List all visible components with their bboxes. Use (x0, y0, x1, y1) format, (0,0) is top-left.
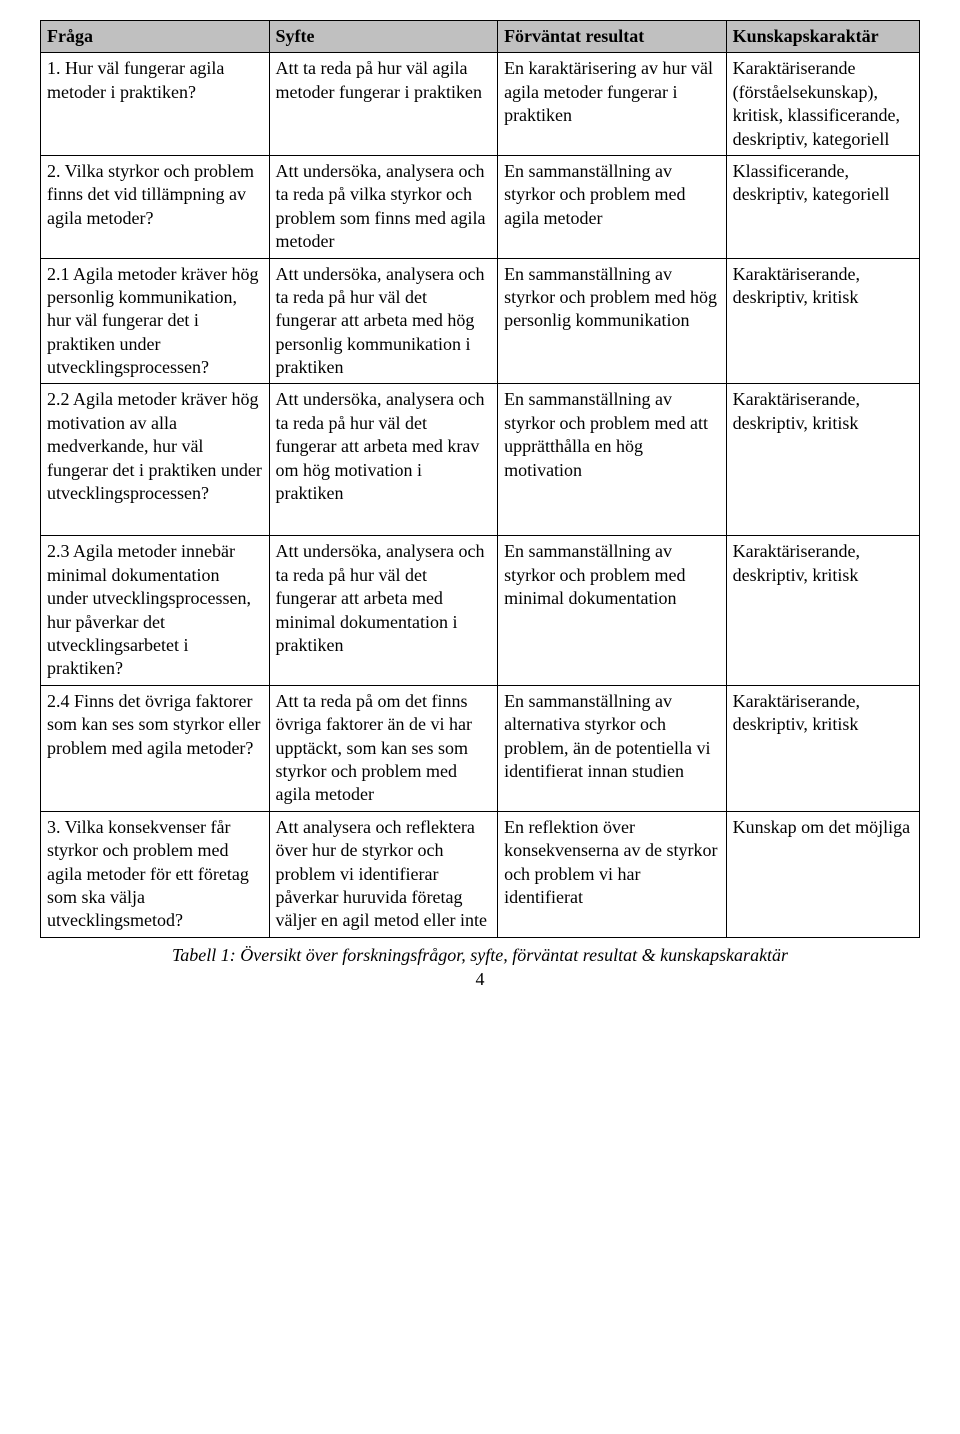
cell-resultat: En sammanställning av alternativa styrko… (498, 685, 727, 811)
cell-karaktar: Karaktäriserande, deskriptiv, kritisk (726, 685, 919, 811)
cell-resultat: En karaktärisering av hur väl agila meto… (498, 53, 727, 156)
table-row: 1. Hur väl fungerar agila metoder i prak… (41, 53, 920, 156)
cell-resultat: En reflektion över konsekvenserna av de … (498, 811, 727, 937)
cell-resultat: En sammanställning av styrkor och proble… (498, 258, 727, 384)
table-row: 2.1 Agila metoder kräver hög personlig k… (41, 258, 920, 384)
cell-resultat: En sammanställning av styrkor och proble… (498, 536, 727, 685)
cell-syfte: Att ta reda på hur väl agila metoder fun… (269, 53, 498, 156)
cell-syfte: Att ta reda på om det finns övriga fakto… (269, 685, 498, 811)
cell-fraga: 2.2 Agila metoder kräver hög motivation … (41, 384, 270, 536)
table-header-row: Fråga Syfte Förväntat resultat Kunskapsk… (41, 21, 920, 53)
column-header-syfte: Syfte (269, 21, 498, 53)
column-header-resultat: Förväntat resultat (498, 21, 727, 53)
research-table: Fråga Syfte Förväntat resultat Kunskapsk… (40, 20, 920, 938)
cell-karaktar: Karaktäriserande, deskriptiv, kritisk (726, 536, 919, 685)
cell-syfte: Att analysera och reflektera över hur de… (269, 811, 498, 937)
table-row: 2.4 Finns det övriga faktorer som kan se… (41, 685, 920, 811)
column-header-fraga: Fråga (41, 21, 270, 53)
cell-resultat: En sammanställning av styrkor och proble… (498, 384, 727, 536)
cell-syfte: Att undersöka, analysera och ta reda på … (269, 536, 498, 685)
cell-fraga: 2.3 Agila metoder innebär minimal dokume… (41, 536, 270, 685)
column-header-karaktar: Kunskapskaraktär (726, 21, 919, 53)
table-row: 2.3 Agila metoder innebär minimal dokume… (41, 536, 920, 685)
cell-karaktar: Kunskap om det möjliga (726, 811, 919, 937)
cell-syfte: Att undersöka, analysera och ta reda på … (269, 155, 498, 258)
cell-fraga: 3. Vilka konsekvenser får styrkor och pr… (41, 811, 270, 937)
cell-karaktar: Karaktäriserande, deskriptiv, kritisk (726, 384, 919, 536)
table-row: 3. Vilka konsekvenser får styrkor och pr… (41, 811, 920, 937)
cell-fraga: 2.1 Agila metoder kräver hög personlig k… (41, 258, 270, 384)
cell-syfte: Att undersöka, analysera och ta reda på … (269, 384, 498, 536)
cell-karaktar: Karaktäriserande (förståelsekunskap), kr… (726, 53, 919, 156)
cell-fraga: 1. Hur väl fungerar agila metoder i prak… (41, 53, 270, 156)
table-caption: Tabell 1: Översikt över forskningsfrågor… (40, 944, 920, 967)
table-row: 2.2 Agila metoder kräver hög motivation … (41, 384, 920, 536)
cell-karaktar: Karaktäriserande, deskriptiv, kritisk (726, 258, 919, 384)
cell-karaktar: Klassificerande, deskriptiv, kategoriell (726, 155, 919, 258)
cell-fraga: 2.4 Finns det övriga faktorer som kan se… (41, 685, 270, 811)
cell-fraga: 2. Vilka styrkor och problem finns det v… (41, 155, 270, 258)
cell-syfte: Att undersöka, analysera och ta reda på … (269, 258, 498, 384)
table-row: 2. Vilka styrkor och problem finns det v… (41, 155, 920, 258)
page-number: 4 (40, 969, 920, 990)
cell-resultat: En sammanställning av styrkor och proble… (498, 155, 727, 258)
